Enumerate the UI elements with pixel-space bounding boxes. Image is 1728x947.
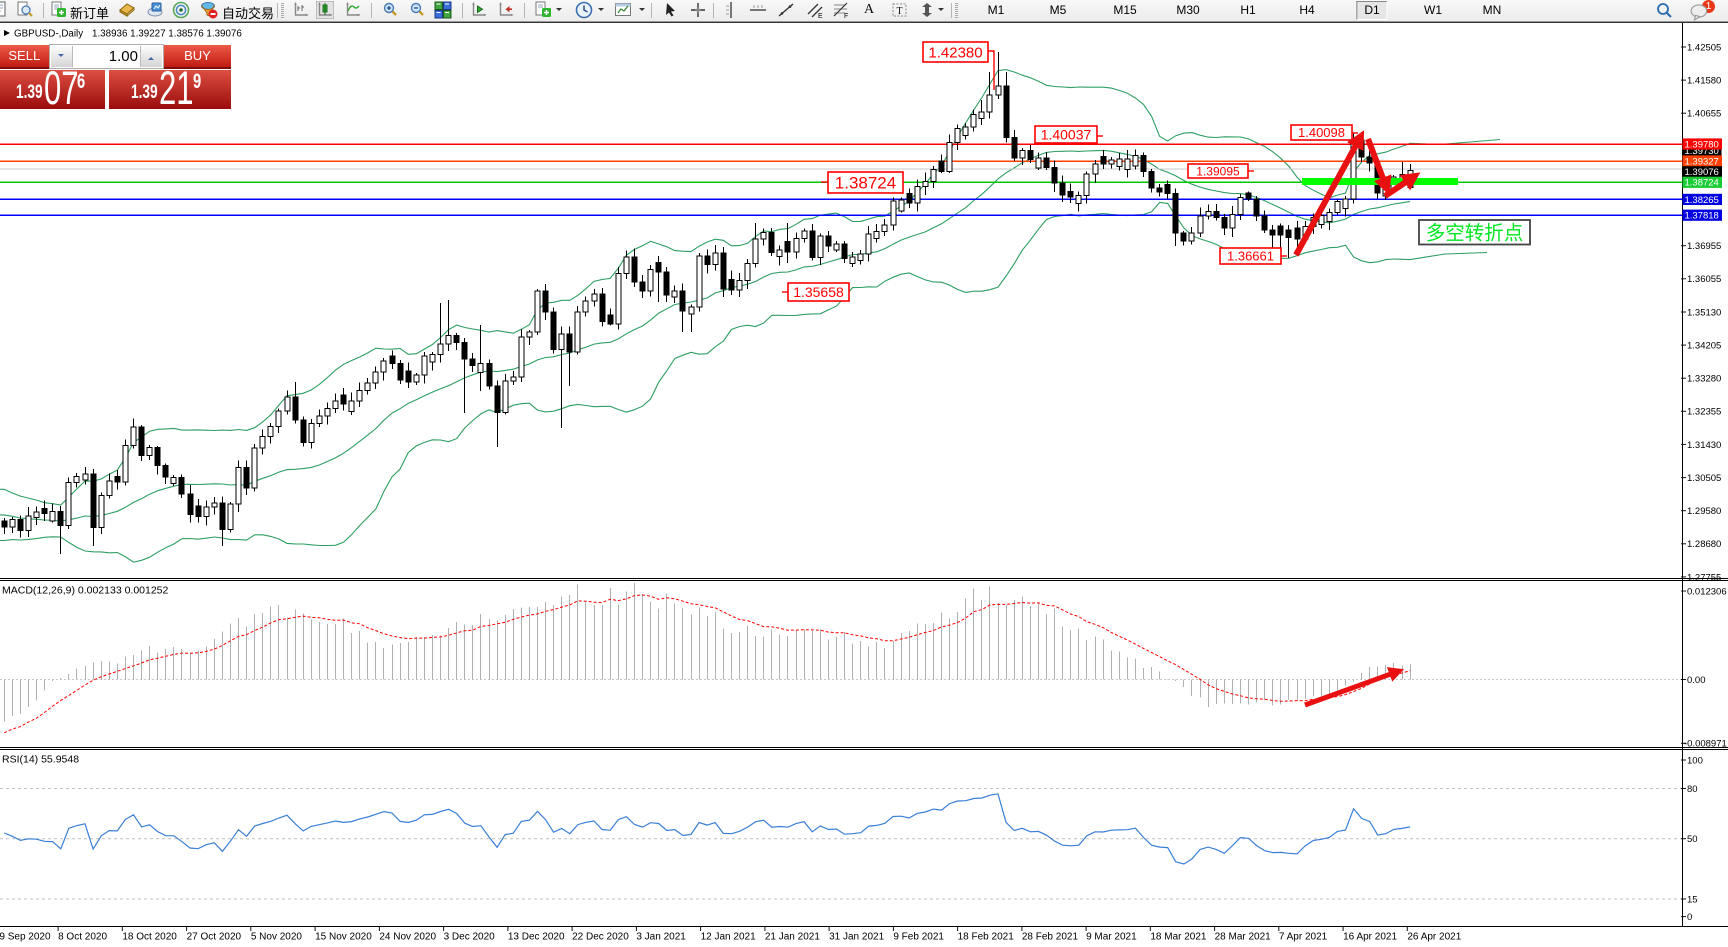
svg-text:1.39327: 1.39327	[1685, 156, 1719, 167]
svg-text:1.39095: 1.39095	[1196, 164, 1240, 178]
svg-text:29 Sep 2020: 29 Sep 2020	[0, 932, 51, 943]
svg-text:21 Jan 2021: 21 Jan 2021	[765, 932, 820, 943]
svg-text:80: 80	[1687, 784, 1698, 795]
svg-text:1.31430: 1.31430	[1687, 440, 1721, 451]
svg-text:15: 15	[1687, 894, 1698, 905]
svg-text:8 Oct 2020: 8 Oct 2020	[58, 932, 107, 943]
svg-text:9 Feb 2021: 9 Feb 2021	[893, 932, 944, 943]
svg-text:MACD(12,26,9) 0.002133 0.00125: MACD(12,26,9) 0.002133 0.001252	[2, 585, 169, 597]
svg-text:100: 100	[1687, 755, 1703, 766]
svg-text:RSI(14) 55.9548: RSI(14) 55.9548	[2, 754, 79, 766]
svg-text:E: E	[818, 13, 823, 19]
svg-text:24 Nov 2020: 24 Nov 2020	[379, 932, 436, 943]
svg-text:18 Oct 2020: 18 Oct 2020	[122, 932, 177, 943]
svg-text:1.42505: 1.42505	[1687, 42, 1721, 53]
svg-text:1.36955: 1.36955	[1687, 241, 1721, 252]
svg-text:31 Jan 2021: 31 Jan 2021	[829, 932, 884, 943]
svg-text:5 Nov 2020: 5 Nov 2020	[251, 932, 303, 943]
svg-text:12 Jan 2021: 12 Jan 2021	[701, 932, 756, 943]
svg-text:1.37818: 1.37818	[1685, 211, 1719, 222]
svg-text:28 Feb 2021: 28 Feb 2021	[1022, 932, 1079, 943]
svg-text:3 Dec 2020: 3 Dec 2020	[444, 932, 496, 943]
svg-text:15 Nov 2020: 15 Nov 2020	[315, 932, 372, 943]
svg-text:27 Oct 2020: 27 Oct 2020	[187, 932, 242, 943]
svg-text:9 Mar 2021: 9 Mar 2021	[1086, 932, 1137, 943]
svg-text:1.42380: 1.42380	[928, 44, 982, 61]
svg-text:28 Mar 2021: 28 Mar 2021	[1215, 932, 1272, 943]
svg-text:1.41580: 1.41580	[1687, 76, 1721, 87]
svg-text:0.012306: 0.012306	[1687, 586, 1727, 597]
svg-text:1.36661: 1.36661	[1227, 249, 1274, 264]
svg-text:1.38724: 1.38724	[835, 174, 896, 193]
svg-text:1.36055: 1.36055	[1687, 274, 1721, 285]
svg-text:F: F	[844, 13, 848, 19]
svg-text:1.39780: 1.39780	[1685, 139, 1719, 150]
svg-text:1.34205: 1.34205	[1687, 340, 1721, 351]
svg-text:26 Apr 2021: 26 Apr 2021	[1407, 932, 1461, 943]
svg-text:1.38724: 1.38724	[1685, 178, 1719, 189]
svg-text:1.40098: 1.40098	[1298, 125, 1345, 140]
svg-text:T: T	[897, 6, 903, 17]
svg-text:18 Mar 2021: 18 Mar 2021	[1150, 932, 1207, 943]
svg-text:1.35130: 1.35130	[1687, 307, 1721, 318]
svg-text:1.30505: 1.30505	[1687, 473, 1721, 484]
svg-text:0: 0	[1687, 912, 1692, 923]
svg-text:1.38936 1.39227 1.38576 1.3907: 1.38936 1.39227 1.38576 1.39076	[92, 29, 242, 40]
svg-text:1.35658: 1.35658	[793, 284, 844, 300]
svg-text:1.29580: 1.29580	[1687, 506, 1721, 517]
svg-text:1.27755: 1.27755	[1687, 572, 1721, 583]
svg-text:-0.008971: -0.008971	[1684, 739, 1727, 750]
svg-text:1.32355: 1.32355	[1687, 407, 1721, 418]
svg-text:1.39730: 1.39730	[1685, 146, 1719, 157]
svg-text:1.40655: 1.40655	[1687, 109, 1721, 120]
svg-text:3 Jan 2021: 3 Jan 2021	[636, 932, 686, 943]
svg-text:GBPUSD-,Daily: GBPUSD-,Daily	[14, 29, 83, 40]
svg-text:1.40037: 1.40037	[1041, 127, 1092, 143]
svg-text:1.38265: 1.38265	[1685, 195, 1719, 206]
svg-text:13 Dec 2020: 13 Dec 2020	[508, 932, 565, 943]
svg-text:7 Apr 2021: 7 Apr 2021	[1279, 932, 1328, 943]
svg-text:多空转折点: 多空转折点	[1426, 223, 1524, 245]
svg-text:1.28680: 1.28680	[1687, 539, 1721, 550]
svg-text:18 Feb 2021: 18 Feb 2021	[958, 932, 1015, 943]
svg-text:22 Dec 2020: 22 Dec 2020	[572, 932, 629, 943]
svg-text:0.00: 0.00	[1687, 675, 1706, 686]
svg-text:16 Apr 2021: 16 Apr 2021	[1343, 932, 1397, 943]
svg-text:1.33280: 1.33280	[1687, 374, 1721, 385]
svg-text:1.39076: 1.39076	[1685, 167, 1719, 178]
svg-text:50: 50	[1687, 834, 1698, 845]
